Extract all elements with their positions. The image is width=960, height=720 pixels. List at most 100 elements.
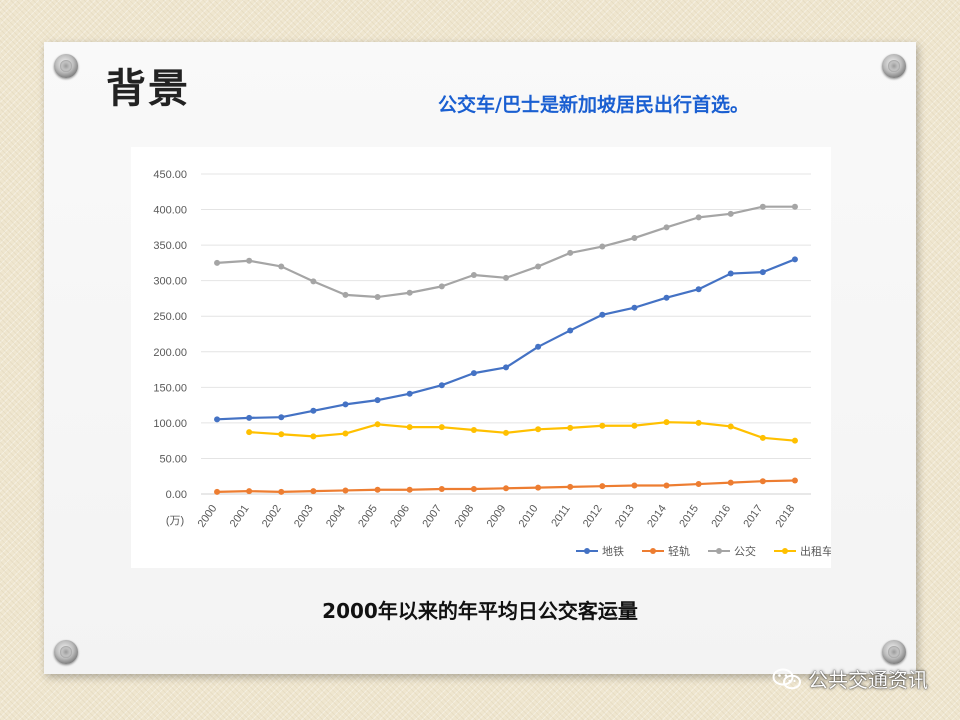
data-point (374, 397, 381, 404)
watermark-text: 公共交通资讯 (808, 668, 928, 692)
data-point (599, 483, 606, 490)
data-point (535, 343, 542, 350)
y-tick-label: 400.00 (153, 205, 187, 217)
data-point (503, 364, 509, 371)
data-point (695, 419, 702, 426)
data-point (535, 426, 542, 433)
data-point (791, 437, 798, 444)
data-point (470, 486, 477, 493)
y-tick-label: 250.00 (153, 311, 187, 323)
data-point (695, 481, 702, 488)
data-point (631, 235, 638, 241)
slide-title: 背景 (106, 66, 190, 112)
data-point (663, 294, 670, 301)
data-point (278, 488, 285, 495)
data-point (567, 249, 574, 256)
data-point (759, 478, 766, 485)
legend-marker (782, 548, 788, 554)
data-point (278, 414, 285, 421)
data-point (406, 289, 413, 296)
legend-label: 轻轨 (668, 544, 690, 558)
y-tick-label: 0.00 (166, 489, 187, 501)
data-point (374, 421, 381, 428)
data-point (438, 424, 445, 431)
data-point (599, 243, 606, 250)
data-point (727, 210, 734, 217)
data-point (310, 407, 317, 414)
y-tick-label: 450.00 (153, 169, 187, 181)
legend-label: 公交 (734, 544, 756, 558)
wechat-icon (772, 668, 801, 689)
data-point (406, 390, 413, 397)
data-point (759, 269, 766, 276)
data-point (663, 482, 670, 489)
x-tick-label: 2016 (709, 503, 733, 530)
data-point (727, 479, 734, 486)
y-tick-label: 50.00 (159, 453, 187, 465)
data-point (791, 203, 798, 210)
y-tick-label: 150.00 (153, 382, 187, 394)
x-tick-label: 2012 (581, 503, 605, 530)
data-point (503, 485, 509, 492)
y-tick-label: 200.00 (153, 347, 187, 359)
data-point (791, 256, 798, 263)
data-point (342, 430, 349, 437)
data-point (246, 429, 253, 436)
screw-icon-top-right (882, 54, 906, 78)
data-point (406, 424, 413, 431)
x-tick-label: 2017 (741, 503, 765, 530)
data-point (631, 482, 638, 489)
series-line-地铁 (217, 258, 796, 421)
x-tick-label: 2014 (645, 503, 669, 530)
y-tick-label: 100.00 (153, 418, 187, 430)
data-point (470, 427, 477, 433)
x-tick-label: 2001 (228, 503, 252, 530)
data-point (759, 203, 766, 210)
screw-icon-bottom-right (882, 640, 906, 664)
x-tick-label: 2018 (774, 503, 798, 530)
x-tick-label: 2003 (292, 503, 316, 530)
data-point (214, 488, 221, 495)
x-tick-label: 2007 (420, 503, 444, 530)
ridership-line-chart: 0.00 50.00 100.00 150.00 200.00 250.00 300.00 3… (153, 169, 831, 558)
data-point (438, 382, 445, 389)
y-unit-label: (万) (166, 515, 184, 527)
data-point (342, 487, 349, 494)
data-point (503, 429, 509, 436)
data-point (791, 477, 798, 484)
data-point (631, 422, 638, 429)
screw-icon-top-left (54, 54, 78, 78)
y-tick-label: 300.00 (153, 276, 187, 288)
data-point (695, 286, 702, 293)
chart-caption: 2000年以来的年平均日公交客运量 (322, 599, 638, 623)
data-point (214, 416, 221, 423)
data-point (567, 483, 574, 490)
legend-label: 出租车 (800, 544, 831, 558)
data-point (278, 431, 285, 438)
slide-subtitle: 公交车/巴士是新加坡居民出行首选。 (438, 94, 749, 116)
data-point (278, 263, 285, 270)
data-point (310, 278, 317, 285)
data-point (663, 224, 670, 231)
data-point (599, 311, 606, 318)
data-point (470, 370, 477, 377)
data-point (342, 401, 349, 408)
watermark: 公共交通资讯 (772, 664, 928, 693)
x-tick-label: 2008 (452, 503, 476, 530)
data-point (342, 291, 349, 298)
x-tick-label: 2011 (549, 503, 572, 529)
data-point (759, 434, 766, 441)
data-point (663, 419, 670, 426)
data-point (246, 488, 253, 495)
data-point (599, 422, 606, 429)
legend-label: 地铁 (602, 545, 624, 558)
data-point (567, 327, 574, 334)
x-tick-label: 2009 (485, 503, 509, 530)
legend-marker (650, 548, 656, 554)
data-point (695, 214, 702, 221)
data-point (374, 294, 381, 301)
data-point (246, 257, 253, 264)
chart-panel: 0.00 50.00 100.00 150.00 200.00 250.00 300.00 3… (131, 147, 831, 568)
screw-icon-bottom-left (54, 640, 78, 664)
data-point (727, 270, 734, 277)
